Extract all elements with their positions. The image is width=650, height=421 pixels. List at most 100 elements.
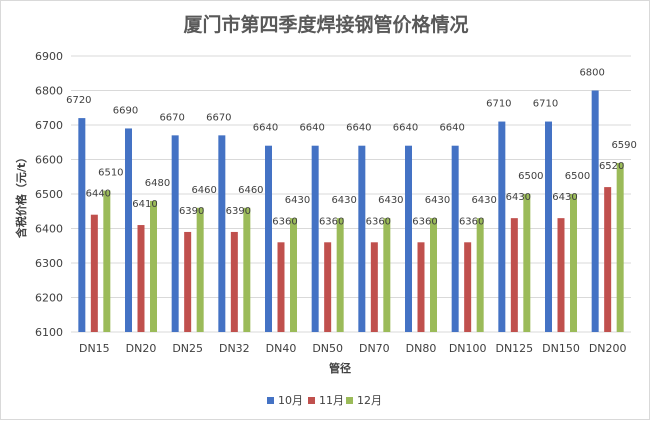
bar [417, 242, 425, 332]
bar [451, 145, 459, 332]
bar [557, 218, 565, 332]
bar [616, 162, 624, 332]
data-label: 6480 [145, 178, 170, 189]
y-tick-label: 6700 [35, 119, 63, 132]
bar [311, 145, 319, 332]
x-tick-label: DN25 [172, 342, 203, 355]
data-label: 6360 [319, 216, 344, 227]
x-tick-label: DN80 [406, 342, 437, 355]
bar [230, 231, 238, 332]
data-label: 6390 [226, 206, 251, 217]
data-labels: 6720 6440 6510 6690 6410 6480 6670 6390 6460 6670… [66, 68, 637, 228]
data-label: 6360 [459, 216, 484, 227]
data-label: 6640 [299, 123, 324, 134]
x-axis-title: 管径 [329, 361, 351, 375]
data-label: 6430 [552, 192, 577, 203]
x-tick-label: DN15 [79, 342, 110, 355]
chart-title: 厦门市第四季度焊接钢管价格情况 [183, 13, 468, 36]
y-tick-label: 6300 [35, 257, 63, 270]
bar [476, 218, 484, 332]
data-label: 6510 [98, 168, 123, 179]
data-label: 6590 [611, 140, 636, 151]
legend-entry: 12月 [357, 394, 382, 407]
bar [277, 242, 285, 332]
data-label: 6410 [132, 199, 157, 210]
bar [218, 135, 226, 332]
y-tick-label: 6500 [35, 188, 63, 201]
bar [324, 242, 332, 332]
legend-swatch [267, 397, 274, 404]
data-label: 6430 [331, 195, 356, 206]
y-tick-label: 6200 [35, 292, 63, 305]
bar [545, 121, 552, 332]
data-label: 6360 [272, 216, 297, 227]
x-axis-ticks: DN15 DN20 DN25 DN32 DN40 DN50 DN70 DN80 DN100 DN1… [79, 342, 627, 355]
bar [358, 145, 366, 332]
data-label: 6720 [66, 95, 91, 106]
legend-swatch [346, 397, 353, 404]
y-axis-title: 含税价格（元/t） [14, 152, 28, 239]
bar [430, 218, 437, 332]
legend-swatch [308, 397, 315, 404]
bar [78, 118, 86, 332]
y-tick-label: 6600 [35, 154, 63, 167]
bar [243, 207, 251, 332]
gridlines [71, 55, 631, 333]
bar [498, 121, 506, 332]
bar [150, 200, 157, 332]
x-tick-label: DN20 [126, 342, 157, 355]
data-label: 6640 [439, 123, 464, 134]
data-label: 6500 [518, 171, 543, 182]
legend-entry: 11月 [319, 394, 344, 407]
bar [523, 194, 531, 332]
bar [510, 218, 518, 332]
data-label: 6520 [599, 161, 624, 172]
data-label: 6430 [506, 192, 531, 203]
x-tick-label: DN200 [589, 342, 627, 355]
x-tick-label: DN70 [359, 342, 390, 355]
data-label: 6800 [579, 68, 604, 79]
data-label: 6640 [253, 123, 278, 134]
y-tick-label: 6100 [35, 326, 63, 339]
data-label: 6430 [378, 195, 403, 206]
data-label: 6670 [206, 112, 231, 123]
data-label: 6430 [425, 195, 450, 206]
bar [103, 190, 111, 332]
data-label: 6440 [86, 189, 111, 200]
y-tick-label: 6400 [35, 223, 63, 236]
data-label: 6670 [159, 112, 184, 123]
data-label: 6710 [486, 99, 511, 110]
data-label: 6430 [285, 195, 310, 206]
x-tick-label: DN100 [449, 342, 487, 355]
y-tick-label: 6800 [35, 85, 63, 98]
data-label: 6690 [113, 105, 138, 116]
x-tick-label: DN125 [495, 342, 533, 355]
bar [383, 218, 391, 332]
data-label: 6390 [179, 206, 204, 217]
bar [171, 135, 179, 332]
bar [405, 145, 412, 332]
legend: 10月 11月 12月 [267, 394, 382, 407]
bar [570, 194, 577, 332]
x-tick-label: DN40 [266, 342, 297, 355]
y-axis-ticks: 6100 6200 6300 6400 6500 6600 6700 6800 6900 [35, 50, 63, 339]
bar [137, 225, 145, 332]
data-label: 6460 [238, 185, 263, 196]
x-tick-label: DN50 [312, 342, 343, 355]
bar [336, 218, 344, 332]
y-tick-label: 6900 [35, 50, 63, 63]
data-label: 6430 [471, 195, 496, 206]
x-tick-label: DN150 [542, 342, 580, 355]
data-label: 6640 [346, 123, 371, 134]
data-label: 6710 [533, 99, 558, 110]
data-label: 6360 [366, 216, 391, 227]
bar [370, 242, 378, 332]
bar [265, 145, 272, 332]
bar [290, 218, 297, 332]
bar [464, 242, 472, 332]
data-label: 6640 [393, 123, 418, 134]
bar [90, 214, 98, 332]
bars [78, 90, 624, 332]
legend-entry: 10月 [278, 394, 303, 407]
